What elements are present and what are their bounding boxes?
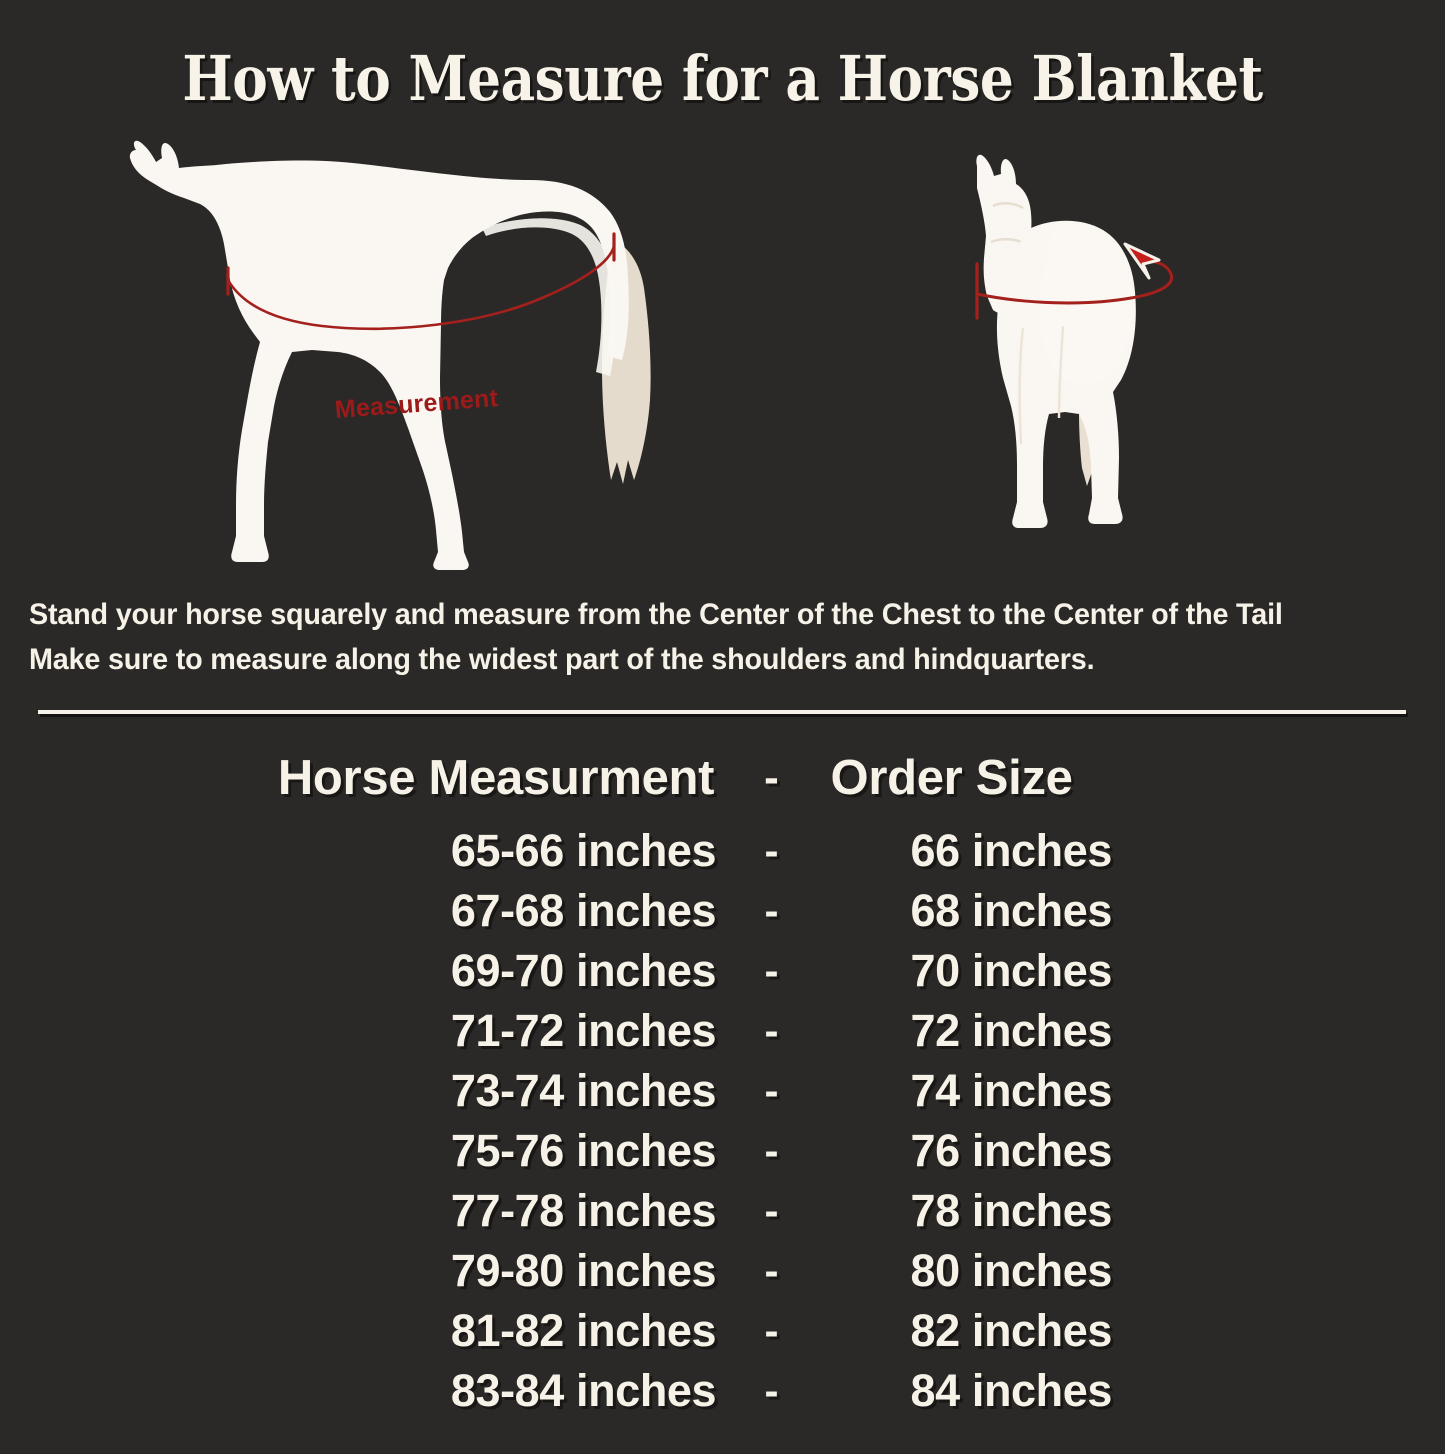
page-title: How to Measure for a Horse Blanket (182, 42, 1263, 115)
cell-separator: - (764, 1007, 779, 1054)
cell-separator: - (764, 1367, 779, 1414)
cell-horse-measurement: 69-70 inches (450, 945, 717, 996)
table-row: 73-74 inches - 74 inches (0, 1061, 1445, 1121)
cell-horse-measurement: 77-78 inches (450, 1185, 717, 1236)
cell-horse-measurement: 67-68 inches (450, 885, 717, 936)
table-body: 65-66 inches -66 inches 67-68 inches -68 in… (0, 821, 1445, 1421)
table-row: 79-80 inches - 80 inches (0, 1241, 1445, 1301)
cell-separator: - (764, 1067, 779, 1114)
header-separator: - (764, 753, 779, 802)
table-row: 81-82 inches - 82 inches (0, 1301, 1445, 1361)
illustration-area: Measurement (0, 128, 1445, 580)
cell-horse-measurement: 65-66 inches (450, 825, 717, 876)
cell-order-size: 84 inches (910, 1365, 1113, 1416)
table-row: 69-70 inches - 70 inches (0, 941, 1445, 1001)
cell-order-size: 74 inches (910, 1065, 1113, 1116)
horse-rear-view-icon (975, 154, 1174, 528)
cell-order-size: 76 inches (910, 1125, 1113, 1176)
table-header-row: Horse Measurment - Order Size (0, 735, 1445, 821)
cell-order-size: 78 inches (910, 1185, 1113, 1236)
cell-separator: - (764, 887, 779, 934)
table-row: 65-66 inches - 66 inches (0, 821, 1445, 881)
cell-order-size: 68 inches (910, 885, 1113, 936)
cell-separator: - (764, 1127, 779, 1174)
table-row: 77-78 inches - 78 inches (0, 1181, 1445, 1241)
cell-order-size: 70 inches (910, 945, 1113, 996)
cell-horse-measurement: 81-82 inches (450, 1305, 717, 1356)
cell-separator: - (764, 1187, 779, 1234)
cell-horse-measurement: 83-84 inches (450, 1365, 717, 1416)
instructions-line-2: Make sure to measure along the widest pa… (29, 643, 1095, 676)
section-divider (38, 710, 1406, 714)
cell-horse-measurement: 71-72 inches (450, 1005, 717, 1056)
cell-separator: - (764, 1247, 779, 1294)
horse-side-view-icon (129, 140, 651, 570)
cell-separator: - (764, 1307, 779, 1354)
instructions-text: Stand your horse squarely and measure fr… (29, 592, 1390, 682)
table-row: 83-84 inches - 84 inches (0, 1361, 1445, 1421)
cell-separator: - (764, 947, 779, 994)
header-order-size: Order Size (830, 751, 1073, 805)
cell-separator: - (764, 827, 779, 874)
cell-order-size: 72 inches (910, 1005, 1113, 1056)
table-row: 71-72 inches - 72 inches (0, 1001, 1445, 1061)
size-chart-table: Horse Measurment - Order Size 65-66 inch… (0, 735, 1445, 1421)
cell-horse-measurement: 79-80 inches (450, 1245, 717, 1296)
cell-horse-measurement: 73-74 inches (450, 1065, 717, 1116)
instructions-line-1: Stand your horse squarely and measure fr… (29, 598, 1283, 631)
table-row: 67-68 inches - 68 inches (0, 881, 1445, 941)
table-row: 75-76 inches - 76 inches (0, 1121, 1445, 1181)
cell-order-size: 82 inches (910, 1305, 1113, 1356)
cell-horse-measurement: 75-76 inches (450, 1125, 717, 1176)
cell-order-size: 66 inches (910, 825, 1113, 876)
header-horse-measurement: Horse Measurment (277, 751, 715, 805)
cell-order-size: 80 inches (910, 1245, 1113, 1296)
